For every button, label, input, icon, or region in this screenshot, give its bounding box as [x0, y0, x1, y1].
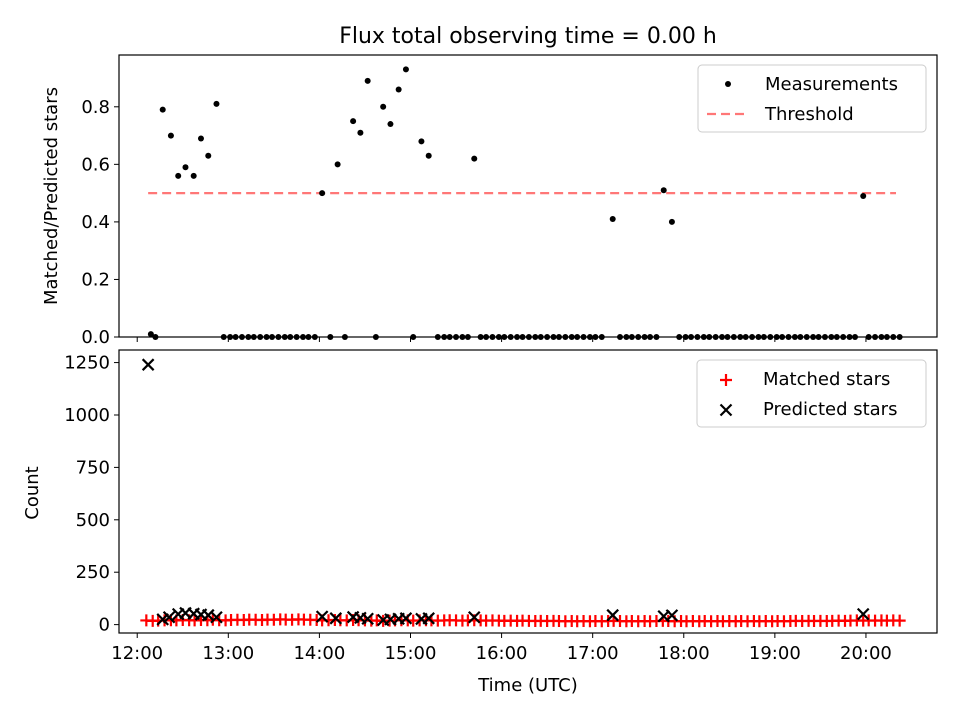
chart-title: Flux total observing time = 0.00 h	[339, 24, 717, 49]
legend-box	[697, 64, 927, 133]
measurement-point	[213, 100, 220, 107]
predicted-star-point	[399, 612, 413, 625]
y-tick-label: 0.6	[81, 154, 110, 175]
measurement-point	[402, 66, 409, 73]
legend-label-threshold: Threshold	[764, 104, 854, 125]
y-axis-label: Count	[22, 466, 43, 519]
legend-marker-matched	[720, 374, 732, 386]
predicted-star-point	[315, 610, 329, 623]
measurement-point	[609, 216, 616, 223]
x-tick-label: 17:00	[567, 643, 619, 664]
y-tick-label: 500	[76, 510, 110, 531]
measurement-point	[380, 103, 387, 110]
predicted-star-point	[467, 611, 481, 624]
legend-marker-predicted	[719, 403, 733, 417]
predicted-star-point	[606, 608, 619, 622]
x-axis-label: Time (UTC)	[477, 675, 578, 696]
y-tick-label: 0	[99, 615, 110, 636]
measurement-point	[364, 77, 371, 84]
x-tick-label: 18:00	[658, 643, 710, 664]
x-tick-label: 14:00	[293, 643, 345, 664]
measurement-point	[418, 138, 425, 145]
measurement-point	[357, 129, 364, 136]
legend-box	[696, 359, 927, 428]
measurement-point	[190, 172, 197, 179]
measurement-point	[471, 155, 478, 162]
y-tick-label: 250	[76, 562, 110, 583]
x-tick-label: 20:00	[840, 643, 892, 664]
legend-label-measurements: Measurements	[765, 74, 898, 95]
predicted-star-point	[329, 612, 343, 625]
measurement-point	[395, 86, 402, 93]
measurement-point	[425, 152, 432, 159]
x-tick-label: 16:00	[476, 643, 528, 664]
measurement-point	[319, 190, 326, 197]
measurement-point	[668, 218, 675, 225]
measurement-point	[387, 121, 394, 128]
top-panel: 0.0 0.2 0.4 0.6 0.8 Matched/Predicted stars Me…	[41, 54, 938, 348]
measurement-point	[860, 193, 867, 199]
legend-label-predicted: Predicted stars	[763, 399, 897, 420]
y-axis-label: Matched/Predicted stars	[41, 87, 62, 305]
measurement-point	[147, 331, 154, 338]
matched-star-point	[893, 614, 906, 627]
x-tick-label: 12:00	[111, 643, 163, 664]
measurement-point	[182, 164, 189, 171]
predicted-star-point	[665, 609, 679, 622]
y-tick-label: 750	[76, 457, 110, 478]
y-tick-label: 0.8	[81, 97, 110, 118]
y-tick-label: 0.0	[81, 327, 110, 348]
measurement-point	[159, 106, 166, 113]
bottom-panel: 12:00 13:00 14:00 15:00 16:00 17:00 18:00 19:00…	[22, 349, 938, 696]
y-tick-label: 1000	[64, 405, 110, 426]
predicted-star-point	[422, 612, 435, 625]
measurement-point	[205, 152, 212, 159]
legend-marker-measurements	[725, 81, 731, 87]
measurement-point	[350, 118, 357, 125]
predicted-star-point	[361, 612, 374, 626]
x-tick-label: 13:00	[202, 643, 254, 664]
measurement-point	[167, 132, 174, 139]
measurement-point	[197, 135, 204, 142]
predicted-star-point	[162, 611, 176, 624]
predicted-star-point	[141, 358, 155, 371]
y-tick-label: 0.4	[81, 212, 110, 233]
measurement-point	[175, 172, 182, 179]
plot-frame	[118, 54, 938, 338]
predicted-star-point	[210, 611, 223, 624]
predicted-star-point	[856, 607, 870, 621]
plot-frame	[118, 349, 938, 634]
x-tick-label: 15:00	[385, 643, 437, 664]
legend-label-matched: Matched stars	[763, 369, 890, 390]
x-tick-label: 19:00	[749, 643, 801, 664]
y-tick-label: 0.2	[81, 269, 110, 290]
measurement-point	[660, 187, 667, 194]
measurement-point	[334, 161, 341, 168]
y-tick-label: 1250	[64, 353, 110, 374]
